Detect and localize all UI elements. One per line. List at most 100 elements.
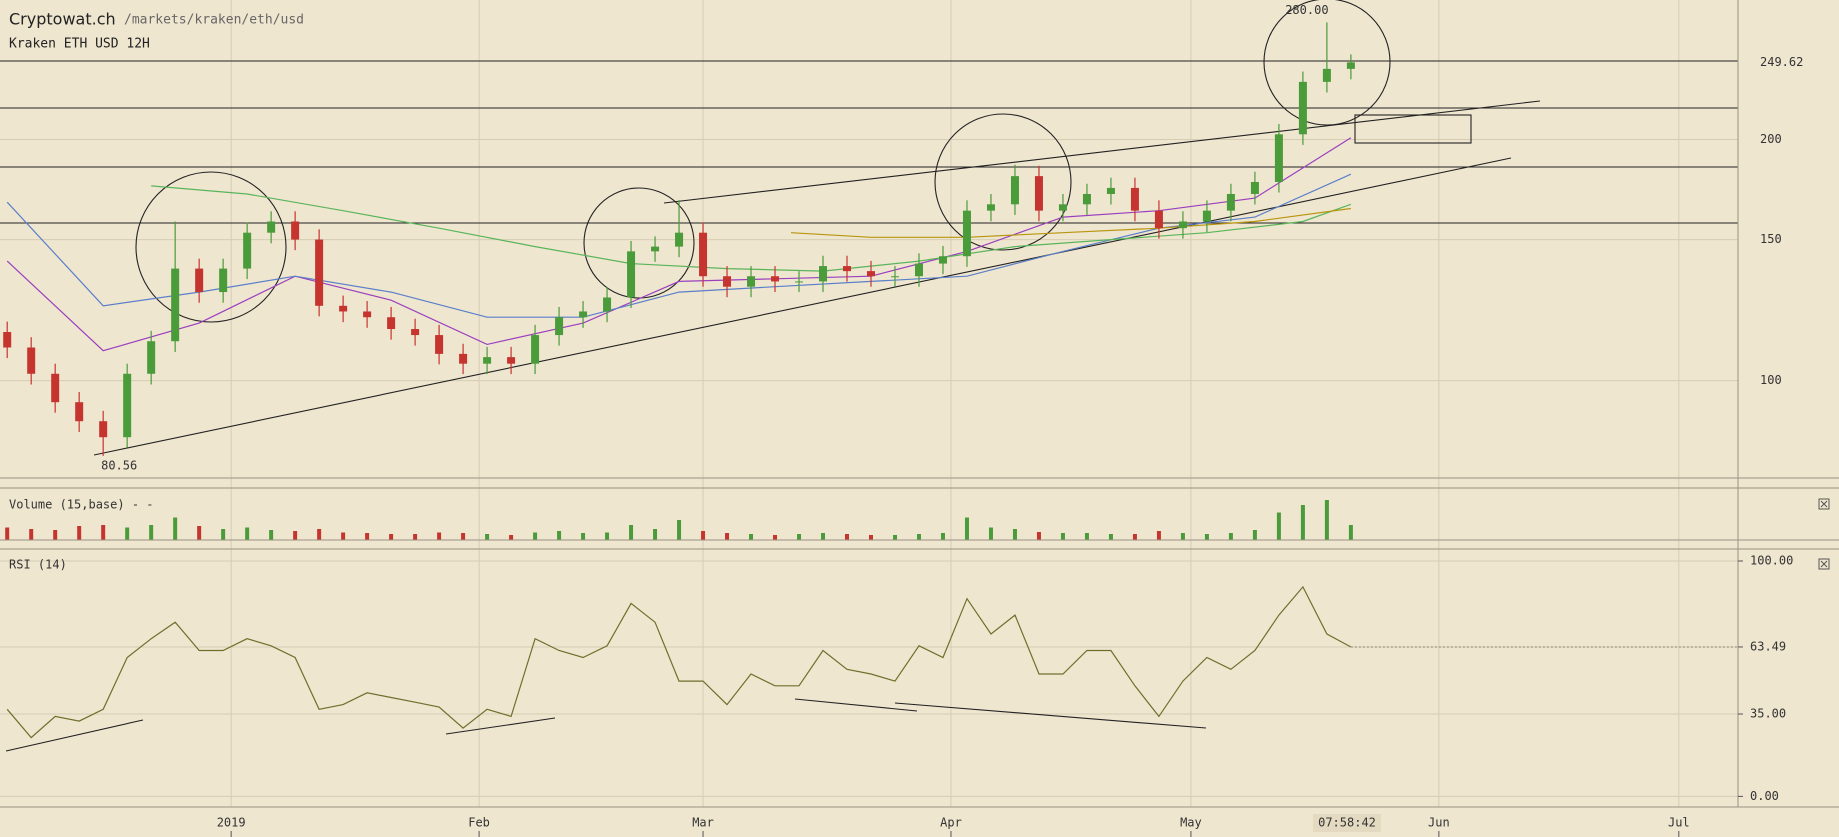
highlight-circle <box>583 187 695 299</box>
candle-body <box>1082 193 1091 205</box>
candle-body <box>1250 181 1259 194</box>
rsi-trend-line <box>794 698 918 712</box>
volume-bar <box>509 535 514 540</box>
candle-body <box>147 341 156 374</box>
volume-bar <box>725 533 730 540</box>
candle-body <box>1274 134 1283 182</box>
rsi-tick-label: 35.00 <box>1750 707 1786 721</box>
close-button[interactable] <box>1818 558 1830 570</box>
volume-bar <box>749 534 754 540</box>
volume-bar <box>1060 533 1065 540</box>
volume-bar <box>101 525 106 540</box>
candle-body <box>962 210 971 257</box>
candle-body <box>771 276 780 282</box>
volume-bar <box>557 531 562 540</box>
volume-bar <box>1012 529 1017 540</box>
candle-body <box>1346 62 1355 69</box>
candle-body <box>1058 204 1067 211</box>
candle-body <box>387 317 396 330</box>
highlight-box <box>1354 114 1472 144</box>
rsi-line <box>6 585 1352 739</box>
volume-bar <box>461 533 466 540</box>
candle-body <box>483 357 492 364</box>
rsi-title: RSI (14) <box>9 558 67 572</box>
site-name: Cryptowat.ch <box>9 10 116 29</box>
moving-average <box>6 173 1352 318</box>
close-button[interactable] <box>1818 498 1830 510</box>
volume-bar <box>533 532 538 540</box>
candle-body <box>819 266 828 282</box>
candle-body <box>75 402 84 422</box>
candle-body <box>267 221 276 233</box>
x-tick-label: May <box>1180 816 1202 830</box>
volume-bar <box>317 529 322 540</box>
clock: 07:58:42 <box>1318 816 1376 830</box>
candle-body <box>1322 68 1331 82</box>
volume-bar <box>653 529 658 540</box>
candle-body <box>1034 176 1043 211</box>
volume-bar <box>1204 534 1209 540</box>
volume-bar <box>1276 512 1281 540</box>
trend-line <box>663 100 1541 204</box>
candle-body <box>1226 193 1235 211</box>
volume-bar <box>916 534 921 540</box>
volume-bar <box>389 534 394 540</box>
volume-bar <box>173 517 178 540</box>
trend-line <box>93 157 1512 456</box>
volume-bar <box>149 525 154 540</box>
rsi-tick-label: 0.00 <box>1750 789 1779 803</box>
candle-body <box>51 373 60 403</box>
x-tick-label: Feb <box>468 816 490 830</box>
price-annotation: 280.00 <box>1285 3 1328 17</box>
volume-title: Volume (15,base) - - <box>9 498 154 512</box>
candle-body <box>411 329 420 336</box>
volume-bar <box>1156 531 1161 540</box>
volume-bar <box>892 535 897 540</box>
volume-bar <box>581 533 586 540</box>
volume-bar <box>1228 533 1233 540</box>
volume-bar <box>1036 532 1041 540</box>
grid <box>0 0 1738 807</box>
candle-body <box>123 373 132 438</box>
rsi-trend-line <box>5 719 144 752</box>
moving-average <box>6 137 1352 352</box>
candle-body <box>171 268 180 342</box>
volume-bar <box>341 532 346 540</box>
candle-body <box>579 311 588 318</box>
volume-bar <box>53 530 58 540</box>
volume-bar <box>1324 500 1329 540</box>
volume-bar <box>773 535 778 540</box>
x-tick-label: Jul <box>1668 816 1690 830</box>
volume-bar <box>868 535 873 540</box>
candle-body <box>1010 176 1019 205</box>
volume-bar <box>1252 530 1257 540</box>
candle-body <box>27 347 36 374</box>
volume-bar <box>1180 533 1185 540</box>
volume-bar <box>197 526 202 540</box>
volume-bar <box>245 527 250 540</box>
candle-body <box>1130 187 1139 211</box>
candle-body <box>531 335 540 364</box>
candle-body <box>195 268 204 293</box>
candle-body <box>723 276 732 287</box>
x-tick-label: Jun <box>1428 816 1450 830</box>
candle-body <box>866 271 875 277</box>
candle-body <box>843 266 852 272</box>
clock-box <box>1313 814 1381 832</box>
market-path: /markets/kraken/eth/usd <box>124 13 304 28</box>
candle-body <box>507 357 516 364</box>
volume-bar <box>125 527 130 540</box>
rsi-trend-line <box>894 702 1207 729</box>
volume-bar <box>293 531 298 540</box>
volume-bar <box>797 534 802 540</box>
highlight-circle <box>934 113 1072 251</box>
candle-body <box>795 281 804 283</box>
x-tick-label: 2019 <box>217 816 246 830</box>
volume-bar <box>413 534 418 540</box>
candle-body <box>363 311 372 318</box>
volume-bar <box>1108 534 1113 540</box>
highlight-circle <box>1263 0 1391 126</box>
candle-body <box>219 268 228 293</box>
